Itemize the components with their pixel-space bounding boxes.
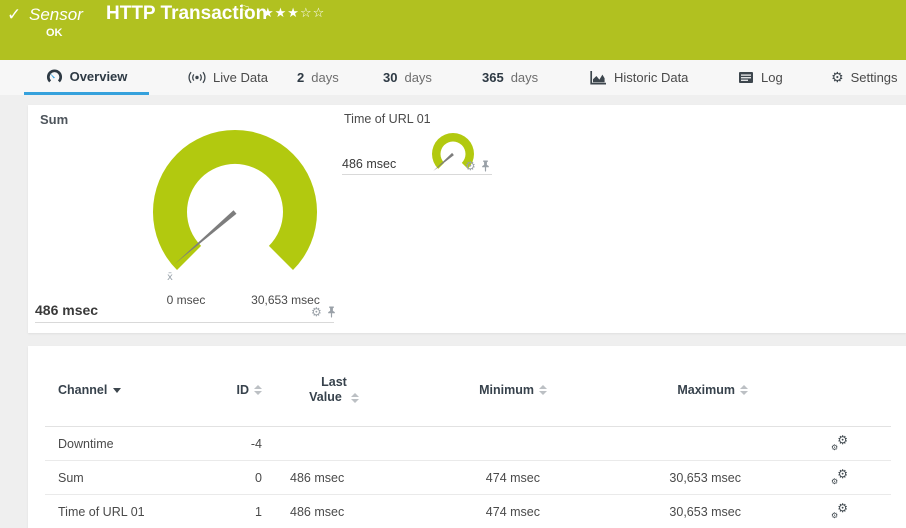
channels-table-panel: Channel ID Last Value Minimum Maximum Downtim… xyxy=(28,346,906,528)
column-label: ID xyxy=(236,383,250,397)
column-header-last-value[interactable]: Last Value xyxy=(262,375,406,405)
sensor-status-text: OK xyxy=(46,27,63,39)
row-actions-cell: ⚙ ⚙ xyxy=(748,432,891,453)
divider xyxy=(35,322,334,323)
log-icon xyxy=(738,71,754,84)
gauge-pin-icon[interactable] xyxy=(481,160,490,172)
column-header-maximum[interactable]: Maximum xyxy=(547,383,748,397)
sensor-kind-label: Sensor xyxy=(29,5,83,24)
tab-bar: Overview Live Data 2 days 30 days 365 days Histo… xyxy=(0,60,906,95)
favorite-flag-icon[interactable]: ⚐ xyxy=(239,2,251,17)
tab-historic-data[interactable]: Historic Data xyxy=(590,60,688,95)
broadcast-icon xyxy=(188,71,206,84)
channel-cell: Time of URL 01 xyxy=(58,504,145,519)
channel-settings-icon[interactable]: ⚙ ⚙ xyxy=(831,432,848,452)
channel-settings-icon[interactable]: ⚙ ⚙ xyxy=(831,466,848,486)
maximum-cell: 30,653 msec xyxy=(669,504,741,519)
gauge-value-sum: 486 msec xyxy=(35,302,99,318)
sort-icon xyxy=(254,385,262,395)
tab-number: 2 xyxy=(297,70,305,85)
gauge-tools: ⚙ xyxy=(465,160,490,172)
table-body: Downtime -4 ⚙ ⚙ Sum 0 486 msec 474 msec 30,653 m… xyxy=(45,427,891,528)
tab-label: Overview xyxy=(69,68,128,84)
sort-desc-icon xyxy=(113,387,122,393)
sort-icon xyxy=(539,385,547,395)
gauge-needle xyxy=(433,152,454,171)
tab-30-days[interactable]: 30 days xyxy=(383,60,432,95)
row-actions-cell: ⚙ ⚙ xyxy=(748,500,891,521)
gauge-scale-min: 0 msec xyxy=(166,293,206,307)
column-label: Maximum xyxy=(677,383,735,397)
tab-label: days xyxy=(311,70,339,85)
id-cell: -4 xyxy=(250,436,262,451)
gauge-scale-max: 30,653 msec xyxy=(251,293,320,307)
gear-icon: ⚙ xyxy=(831,69,844,86)
tab-number: 365 xyxy=(482,70,504,85)
id-cell: 1 xyxy=(255,504,262,519)
gauge-gear-icon[interactable]: ⚙ xyxy=(311,305,322,319)
gauge-tools: ⚙ xyxy=(311,306,336,318)
column-header-id[interactable]: ID xyxy=(210,383,262,397)
tab-label: days xyxy=(510,70,539,85)
channel-row-sum: Sum 0 486 msec 474 msec 30,653 msec ⚙ ⚙ xyxy=(45,461,891,495)
column-label: Channel xyxy=(58,383,108,397)
column-header-minimum[interactable]: Minimum xyxy=(406,383,547,397)
channel-cell: Sum xyxy=(58,470,84,485)
status-check-icon: ✓ xyxy=(7,5,22,24)
url01-gauge xyxy=(432,133,474,171)
tab-365-days[interactable]: 365 days xyxy=(482,60,538,95)
sort-icon xyxy=(740,385,748,395)
tab-number: 30 xyxy=(383,70,398,85)
tab-label: Historic Data xyxy=(614,70,689,85)
channel-row-downtime: Downtime -4 ⚙ ⚙ xyxy=(45,427,891,461)
priority-stars[interactable]: ★★★☆☆ xyxy=(262,5,326,20)
divider xyxy=(342,174,492,175)
channel-row-time-of-url-01: Time of URL 01 1 486 msec 474 msec 30,653 ms… xyxy=(45,495,891,528)
column-label: Value xyxy=(309,390,342,404)
channel-settings-icon[interactable]: ⚙ ⚙ xyxy=(831,500,848,520)
id-cell: 0 xyxy=(255,470,262,485)
sensor-status-bar: ✓ Sensor HTTP Transaction ⚐ ★★★☆☆ OK xyxy=(0,0,906,60)
gauge-gear-icon[interactable]: ⚙ xyxy=(465,159,476,173)
table-header-row: Channel ID Last Value Minimum Maximum xyxy=(45,346,891,427)
gauge-title-sum: Sum xyxy=(40,112,69,127)
gauge-title-url01: Time of URL 01 xyxy=(344,112,431,126)
row-actions-cell: ⚙ ⚙ xyxy=(748,466,891,487)
tab-label: Live Data xyxy=(213,70,268,85)
tab-label: Log xyxy=(761,70,783,85)
tab-label: Settings xyxy=(850,70,898,85)
area-chart-icon xyxy=(590,70,607,85)
tab-2-days[interactable]: 2 days xyxy=(297,60,339,95)
last-value-cell: 486 msec xyxy=(290,504,345,519)
last-value-cell: 486 msec xyxy=(290,470,345,485)
tab-settings[interactable]: ⚙ Settings xyxy=(831,60,898,95)
column-header-channel[interactable]: Channel xyxy=(45,383,210,397)
tab-overview[interactable]: Overview xyxy=(24,60,149,95)
gauge-pin-icon[interactable] xyxy=(327,306,336,318)
tab-log[interactable]: Log xyxy=(738,60,783,95)
maximum-cell: 30,653 msec xyxy=(669,470,741,485)
gauge-needle xyxy=(174,210,237,265)
column-label: Last xyxy=(321,375,347,389)
gauge-value-url01: 486 msec xyxy=(342,157,397,171)
tab-label: days xyxy=(404,70,432,85)
minimum-cell: 474 msec xyxy=(485,504,540,519)
channel-cell: Downtime xyxy=(58,436,114,451)
average-marker: x̄ xyxy=(167,272,173,282)
minimum-cell: 474 msec xyxy=(485,470,540,485)
gauges-panel: Sum x̄ 0 msec 30,653 msec 486 msec ⚙ Tim… xyxy=(28,105,906,333)
sensor-title: HTTP Transaction xyxy=(106,3,268,24)
sort-icon xyxy=(350,392,359,403)
column-label: Minimum xyxy=(479,383,534,397)
sum-gauge: x̄ xyxy=(152,129,318,282)
gauge-icon xyxy=(46,69,63,84)
tab-live-data[interactable]: Live Data xyxy=(188,60,268,95)
